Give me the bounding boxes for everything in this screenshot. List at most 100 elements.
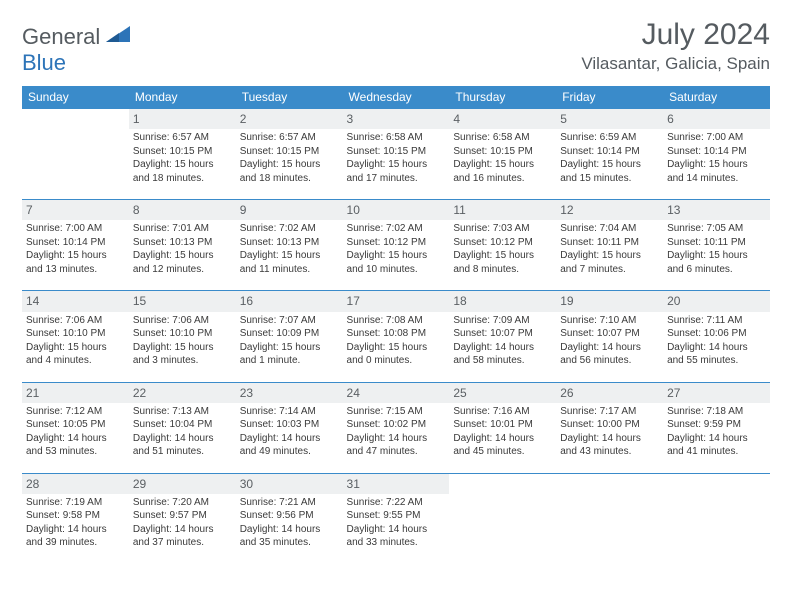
- day-body: Sunrise: 7:19 AMSunset: 9:58 PMDaylight:…: [22, 494, 129, 564]
- daylight-line: and 58 minutes.: [453, 354, 552, 368]
- daylight-line: and 56 minutes.: [560, 354, 659, 368]
- daylight-line: and 45 minutes.: [453, 445, 552, 459]
- day-body: Sunrise: 7:13 AMSunset: 10:04 PMDaylight…: [129, 403, 236, 473]
- sunrise-line: Sunrise: 7:01 AM: [133, 222, 232, 236]
- sunrise-line: Sunrise: 7:09 AM: [453, 314, 552, 328]
- calendar-day-cell: 10Sunrise: 7:02 AMSunset: 10:12 PMDaylig…: [343, 200, 450, 291]
- day-body: Sunrise: 7:10 AMSunset: 10:07 PMDaylight…: [556, 312, 663, 382]
- day-body: [449, 478, 556, 548]
- day-number: 31: [343, 474, 450, 494]
- sunset-line: Sunset: 10:14 PM: [26, 236, 125, 250]
- day-number: 28: [22, 474, 129, 494]
- day-number: 9: [236, 200, 343, 220]
- daylight-line: Daylight: 14 hours: [240, 432, 339, 446]
- daylight-line: and 33 minutes.: [347, 536, 446, 550]
- month-title: July 2024: [581, 18, 770, 52]
- daylight-line: Daylight: 15 hours: [240, 341, 339, 355]
- daylight-line: and 49 minutes.: [240, 445, 339, 459]
- daylight-line: and 0 minutes.: [347, 354, 446, 368]
- day-body: Sunrise: 7:17 AMSunset: 10:00 PMDaylight…: [556, 403, 663, 473]
- logo-text: General Blue: [22, 24, 132, 76]
- sunrise-line: Sunrise: 7:03 AM: [453, 222, 552, 236]
- day-body: Sunrise: 7:20 AMSunset: 9:57 PMDaylight:…: [129, 494, 236, 564]
- calendar-day-cell: 15Sunrise: 7:06 AMSunset: 10:10 PMDaylig…: [129, 291, 236, 382]
- day-number: 24: [343, 383, 450, 403]
- calendar-day-cell: 26Sunrise: 7:17 AMSunset: 10:00 PMDaylig…: [556, 382, 663, 473]
- sunrise-line: Sunrise: 7:07 AM: [240, 314, 339, 328]
- calendar-day-cell: 18Sunrise: 7:09 AMSunset: 10:07 PMDaylig…: [449, 291, 556, 382]
- daylight-line: Daylight: 15 hours: [347, 249, 446, 263]
- day-number: 17: [343, 291, 450, 311]
- daylight-line: and 11 minutes.: [240, 263, 339, 277]
- daylight-line: Daylight: 14 hours: [240, 523, 339, 537]
- daylight-line: and 55 minutes.: [667, 354, 766, 368]
- sunset-line: Sunset: 9:59 PM: [667, 418, 766, 432]
- daylight-line: Daylight: 14 hours: [667, 432, 766, 446]
- calendar-day-cell: 8Sunrise: 7:01 AMSunset: 10:13 PMDayligh…: [129, 200, 236, 291]
- sunset-line: Sunset: 10:15 PM: [347, 145, 446, 159]
- daylight-line: and 8 minutes.: [453, 263, 552, 277]
- day-body: Sunrise: 6:57 AMSunset: 10:15 PMDaylight…: [236, 129, 343, 199]
- daylight-line: and 15 minutes.: [560, 172, 659, 186]
- sunrise-line: Sunrise: 7:12 AM: [26, 405, 125, 419]
- weekday-header-row: Sunday Monday Tuesday Wednesday Thursday…: [22, 86, 770, 109]
- calendar-day-cell: [449, 473, 556, 564]
- day-body: Sunrise: 6:57 AMSunset: 10:15 PMDaylight…: [129, 129, 236, 199]
- calendar-day-cell: 2Sunrise: 6:57 AMSunset: 10:15 PMDayligh…: [236, 109, 343, 200]
- calendar-day-cell: 12Sunrise: 7:04 AMSunset: 10:11 PMDaylig…: [556, 200, 663, 291]
- sunrise-line: Sunrise: 7:14 AM: [240, 405, 339, 419]
- sunrise-line: Sunrise: 7:10 AM: [560, 314, 659, 328]
- day-number: 20: [663, 291, 770, 311]
- sunset-line: Sunset: 10:12 PM: [347, 236, 446, 250]
- day-body: Sunrise: 7:18 AMSunset: 9:59 PMDaylight:…: [663, 403, 770, 473]
- sunrise-line: Sunrise: 7:11 AM: [667, 314, 766, 328]
- daylight-line: and 37 minutes.: [133, 536, 232, 550]
- daylight-line: Daylight: 14 hours: [133, 523, 232, 537]
- sunrise-line: Sunrise: 6:59 AM: [560, 131, 659, 145]
- day-number: 16: [236, 291, 343, 311]
- day-number: 14: [22, 291, 129, 311]
- calendar-week-row: 28Sunrise: 7:19 AMSunset: 9:58 PMDayligh…: [22, 473, 770, 564]
- weekday-header: Sunday: [22, 86, 129, 109]
- calendar-day-cell: 21Sunrise: 7:12 AMSunset: 10:05 PMDaylig…: [22, 382, 129, 473]
- daylight-line: and 16 minutes.: [453, 172, 552, 186]
- sunrise-line: Sunrise: 7:15 AM: [347, 405, 446, 419]
- daylight-line: and 41 minutes.: [667, 445, 766, 459]
- calendar-day-cell: 1Sunrise: 6:57 AMSunset: 10:15 PMDayligh…: [129, 109, 236, 200]
- logo-text-part2: Blue: [22, 50, 66, 75]
- day-body: Sunrise: 7:09 AMSunset: 10:07 PMDaylight…: [449, 312, 556, 382]
- day-body: Sunrise: 7:06 AMSunset: 10:10 PMDaylight…: [22, 312, 129, 382]
- daylight-line: Daylight: 15 hours: [26, 249, 125, 263]
- daylight-line: Daylight: 15 hours: [667, 158, 766, 172]
- daylight-line: Daylight: 14 hours: [347, 523, 446, 537]
- calendar-day-cell: 16 Sunrise: 7:07 AMSunset: 10:09 PMDaylig…: [236, 291, 343, 382]
- calendar-day-cell: 7Sunrise: 7:00 AMSunset: 10:14 PMDayligh…: [22, 200, 129, 291]
- day-number: 5: [556, 109, 663, 129]
- daylight-line: Daylight: 15 hours: [453, 249, 552, 263]
- sunset-line: Sunset: 9:58 PM: [26, 509, 125, 523]
- day-body: Sunrise: 7:05 AMSunset: 10:11 PMDaylight…: [663, 220, 770, 290]
- sunset-line: Sunset: 10:03 PM: [240, 418, 339, 432]
- sunrise-line: Sunrise: 6:57 AM: [240, 131, 339, 145]
- sunset-line: Sunset: 10:09 PM: [240, 327, 339, 341]
- day-number: 18: [449, 291, 556, 311]
- calendar-day-cell: 6Sunrise: 7:00 AMSunset: 10:14 PMDayligh…: [663, 109, 770, 200]
- weekday-header: Monday: [129, 86, 236, 109]
- day-number: 30: [236, 474, 343, 494]
- sunrise-line: Sunrise: 7:02 AM: [240, 222, 339, 236]
- daylight-line: and 4 minutes.: [26, 354, 125, 368]
- sunrise-line: Sunrise: 7:04 AM: [560, 222, 659, 236]
- weekday-header: Friday: [556, 86, 663, 109]
- daylight-line: Daylight: 14 hours: [560, 341, 659, 355]
- daylight-line: and 35 minutes.: [240, 536, 339, 550]
- calendar-day-cell: 30Sunrise: 7:21 AMSunset: 9:56 PMDayligh…: [236, 473, 343, 564]
- daylight-line: and 14 minutes.: [667, 172, 766, 186]
- sunset-line: Sunset: 10:12 PM: [453, 236, 552, 250]
- day-number: 7: [22, 200, 129, 220]
- day-body: Sunrise: 6:58 AMSunset: 10:15 PMDaylight…: [343, 129, 450, 199]
- sunset-line: Sunset: 9:57 PM: [133, 509, 232, 523]
- sunrise-line: Sunrise: 6:57 AM: [133, 131, 232, 145]
- calendar-day-cell: 27Sunrise: 7:18 AMSunset: 9:59 PMDayligh…: [663, 382, 770, 473]
- calendar-day-cell: 19Sunrise: 7:10 AMSunset: 10:07 PMDaylig…: [556, 291, 663, 382]
- day-body: Sunrise: 7:08 AMSunset: 10:08 PMDaylight…: [343, 312, 450, 382]
